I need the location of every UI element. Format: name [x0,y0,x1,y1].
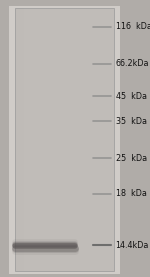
Bar [15,8,114,271]
Text: 66.2kDa: 66.2kDa [116,59,149,68]
Bar [20,8,21,271]
Text: 14.4kDa: 14.4kDa [116,241,149,250]
Bar [23,8,24,271]
Bar [21,8,22,271]
Bar [16,8,17,271]
Bar [18,8,19,271]
Bar [15,8,16,271]
Bar [19,8,20,271]
Text: 18  kDa: 18 kDa [116,189,146,198]
Text: 35  kDa: 35 kDa [116,117,147,126]
Text: 45  kDa: 45 kDa [116,92,147,101]
Bar [22,8,23,271]
Text: 25  kDa: 25 kDa [116,154,147,163]
Bar [17,8,18,271]
Bar [9,6,120,274]
Text: 116  kDa: 116 kDa [116,22,150,31]
